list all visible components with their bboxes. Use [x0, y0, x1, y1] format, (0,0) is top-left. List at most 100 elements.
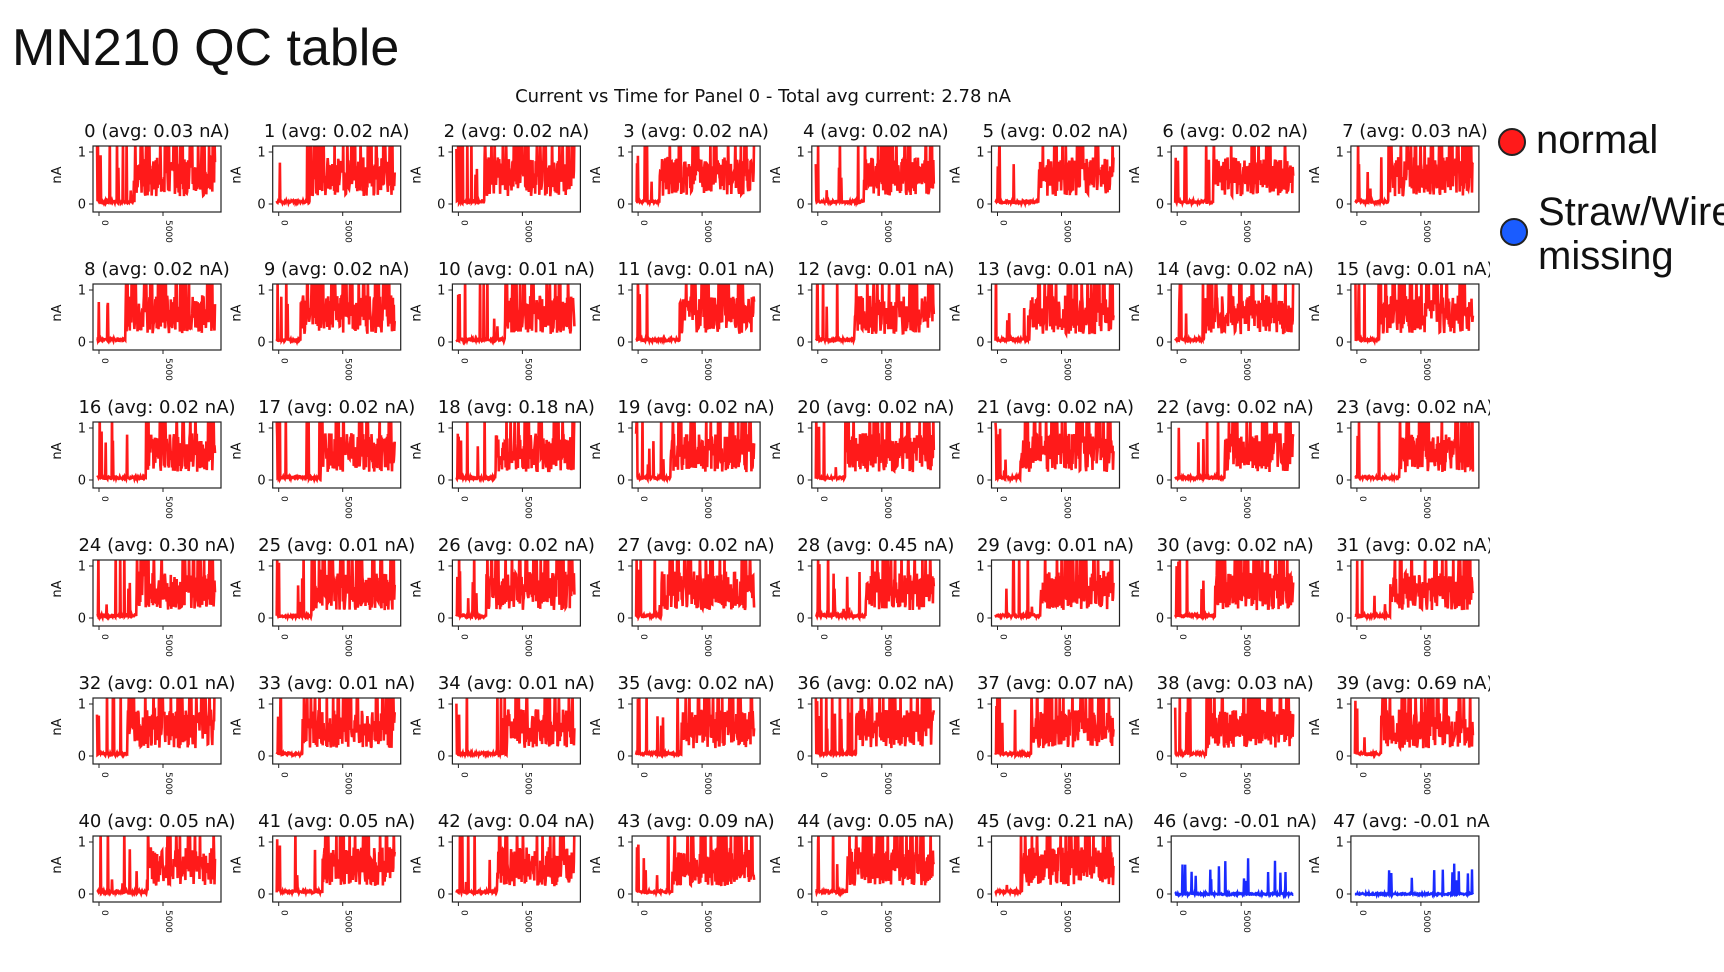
- y-tick-label: 0: [78, 474, 86, 489]
- x-tick-label: 0: [99, 910, 109, 916]
- x-tick-label: 0: [818, 496, 828, 502]
- panel-29: 29 (avg: 0.01 nA) 0 1 nA 0 5000: [949, 535, 1135, 657]
- panel-title: 17 (avg: 0.02 nA): [258, 397, 415, 418]
- x-tick-label: 5000: [522, 358, 532, 381]
- panel-title: 20 (avg: 0.02 nA): [797, 397, 954, 418]
- x-tick-label: 5000: [343, 358, 353, 381]
- x-tick-label: 0: [458, 910, 468, 916]
- panel-series-line: [455, 146, 576, 208]
- panel-title: 15 (avg: 0.01 nA): [1336, 259, 1490, 280]
- panel-series-line: [994, 698, 1115, 760]
- panel-frame: [811, 559, 941, 627]
- x-tick-label: 0: [279, 496, 289, 502]
- panel-series-line: [275, 146, 396, 208]
- panel-frame: [631, 559, 761, 627]
- y-tick-label: 0: [976, 888, 984, 903]
- y-tick-label: 1: [617, 284, 625, 299]
- panel-series-line: [455, 836, 576, 898]
- panel-26: 26 (avg: 0.02 nA) 0 1 nA 0 5000: [409, 535, 595, 657]
- x-tick-label: 0: [998, 634, 1008, 640]
- panel-44: 44 (avg: 0.05 nA) 0 1 nA 0 5000: [769, 811, 955, 933]
- panel-title: 6 (avg: 0.02 nA): [1162, 121, 1308, 142]
- panel-series-line: [1173, 146, 1295, 209]
- panel-title: 11 (avg: 0.01 nA): [618, 259, 775, 280]
- panel-19: 19 (avg: 0.02 nA) 0 1 nA 0 5000: [589, 397, 775, 519]
- panel-title: 26 (avg: 0.02 nA): [438, 535, 595, 556]
- panel-series-line: [1354, 422, 1475, 484]
- panel-title: 45 (avg: 0.21 nA): [977, 811, 1134, 832]
- y-tick-label: 0: [1336, 750, 1344, 765]
- panel-10: 10 (avg: 0.01 nA) 0 1 nA 0 5000: [409, 259, 595, 381]
- panel-frame: [272, 283, 402, 351]
- y-axis-label: nA: [949, 580, 964, 597]
- panel-title: 36 (avg: 0.02 nA): [797, 673, 954, 694]
- x-tick-label: 0: [279, 634, 289, 640]
- x-tick-label: 0: [818, 634, 828, 640]
- panel-series-line: [994, 560, 1115, 622]
- x-tick-label: 5000: [1241, 634, 1251, 657]
- y-tick-label: 1: [437, 422, 445, 437]
- panel-title: 5 (avg: 0.02 nA): [983, 121, 1129, 142]
- panel-title: 28 (avg: 0.45 nA): [797, 535, 954, 556]
- y-tick-label: 1: [78, 146, 86, 161]
- y-tick-label: 0: [257, 336, 265, 351]
- panel-39: 39 (avg: 0.69 nA) 0 1 nA 0 5000: [1308, 673, 1490, 795]
- panel-frame: [1170, 559, 1300, 627]
- panel-frame: [1350, 145, 1480, 213]
- y-axis-label: nA: [230, 442, 245, 459]
- y-tick-label: 0: [1156, 198, 1164, 213]
- x-tick-label: 0: [818, 772, 828, 778]
- x-tick-label: 5000: [1062, 220, 1072, 243]
- panel-series-line: [275, 836, 396, 898]
- panel-series-line: [275, 422, 396, 484]
- panel-series-line: [1354, 284, 1475, 347]
- y-axis-label: nA: [1308, 718, 1323, 735]
- panel-title: 27 (avg: 0.02 nA): [618, 535, 775, 556]
- x-tick-label: 5000: [882, 772, 892, 795]
- panel-32: 32 (avg: 0.01 nA) 0 1 nA 0 5000: [50, 673, 236, 795]
- y-tick-label: 0: [78, 612, 86, 627]
- panel-title: 4 (avg: 0.02 nA): [803, 121, 949, 142]
- y-tick-label: 0: [617, 750, 625, 765]
- panel-series-line: [1354, 146, 1475, 208]
- panel-series-line: [275, 284, 396, 347]
- panel-title: 43 (avg: 0.09 nA): [618, 811, 775, 832]
- y-tick-label: 0: [617, 888, 625, 903]
- panel-42: 42 (avg: 0.04 nA) 0 1 nA 0 5000: [409, 811, 595, 933]
- y-tick-label: 1: [1156, 836, 1164, 851]
- x-tick-label: 0: [638, 634, 648, 640]
- panel-title: 41 (avg: 0.05 nA): [258, 811, 415, 832]
- y-tick-label: 0: [797, 474, 805, 489]
- panel-title: 12 (avg: 0.01 nA): [797, 259, 954, 280]
- y-axis-label: nA: [1128, 166, 1143, 183]
- y-tick-label: 1: [257, 560, 265, 575]
- x-tick-label: 0: [1177, 220, 1187, 226]
- y-tick-label: 1: [797, 284, 805, 299]
- x-tick-label: 0: [998, 220, 1008, 226]
- x-tick-label: 5000: [1062, 634, 1072, 657]
- panel-frame: [631, 283, 761, 351]
- panel-5: 5 (avg: 0.02 nA) 0 1 nA 0 5000: [949, 121, 1129, 243]
- x-tick-label: 0: [638, 220, 648, 226]
- y-tick-label: 0: [1336, 336, 1344, 351]
- y-axis-label: nA: [50, 580, 65, 597]
- x-tick-label: 0: [1357, 772, 1367, 778]
- panel-frame: [1170, 835, 1300, 903]
- panel-frame: [451, 145, 581, 213]
- y-tick-label: 0: [976, 750, 984, 765]
- y-tick-label: 0: [437, 474, 445, 489]
- legend-item-normal: normal: [1498, 118, 1658, 162]
- panel-28: 28 (avg: 0.45 nA) 0 1 nA 0 5000: [769, 535, 955, 657]
- panel-38: 38 (avg: 0.03 nA) 0 1 nA 0 5000: [1128, 673, 1314, 795]
- panel-title: 7 (avg: 0.03 nA): [1342, 121, 1488, 142]
- panel-series-line: [275, 560, 396, 622]
- x-tick-label: 0: [1177, 772, 1187, 778]
- x-tick-label: 5000: [343, 634, 353, 657]
- x-tick-label: 0: [998, 358, 1008, 364]
- y-axis-label: nA: [769, 304, 784, 321]
- panel-title: 37 (avg: 0.07 nA): [977, 673, 1134, 694]
- panel-series-line: [994, 284, 1115, 345]
- panel-title: 9 (avg: 0.02 nA): [264, 259, 410, 280]
- legend-dot-missing-icon: [1500, 218, 1528, 246]
- panel-title: 0 (avg: 0.03 nA): [84, 121, 230, 142]
